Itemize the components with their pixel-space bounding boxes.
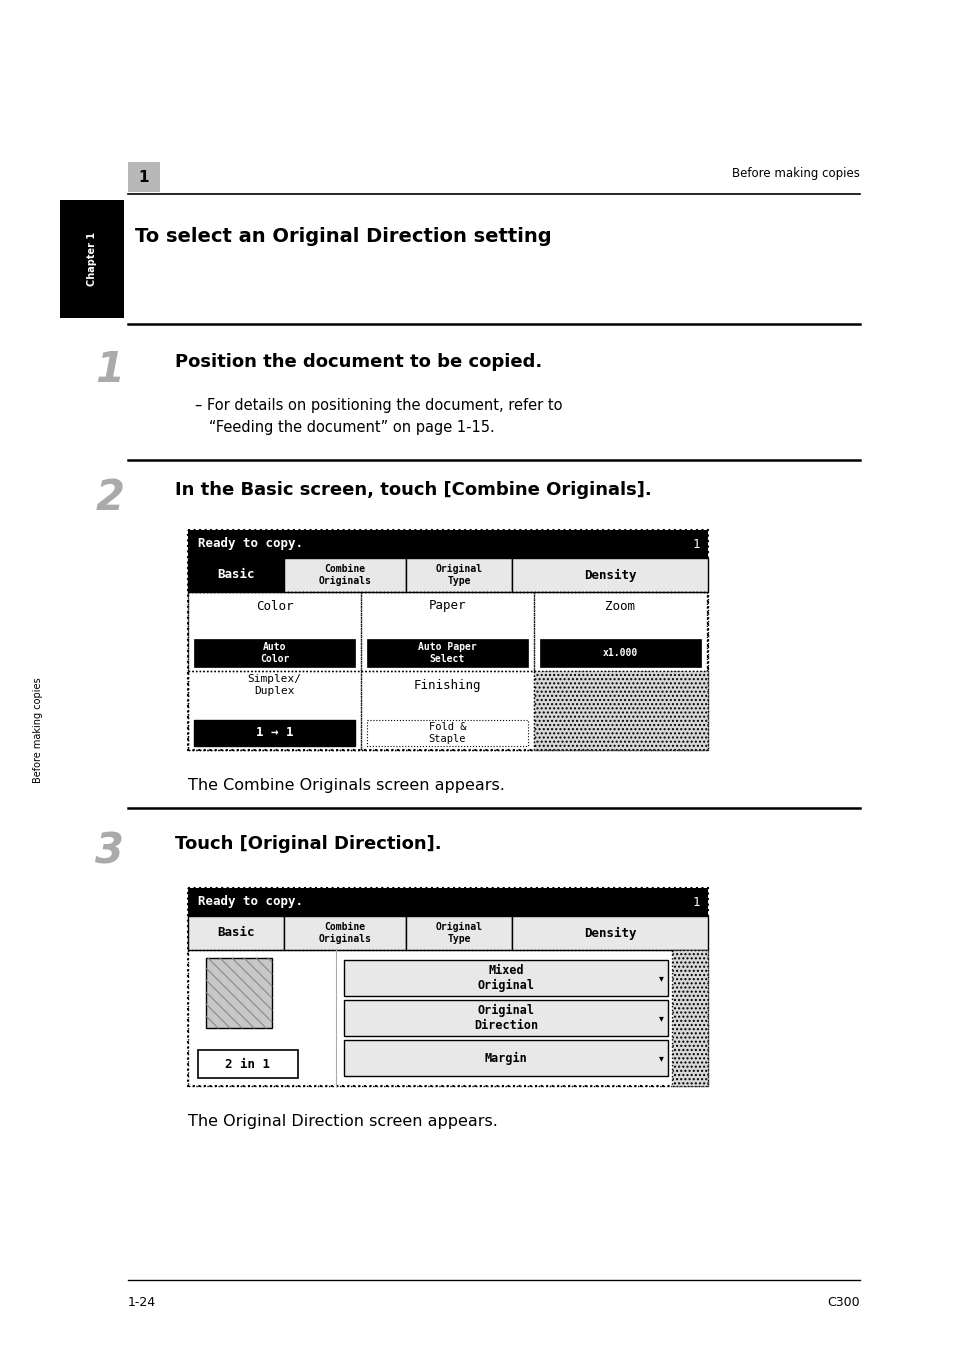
Text: The Combine Originals screen appears.: The Combine Originals screen appears. bbox=[188, 778, 504, 792]
Text: Color: Color bbox=[255, 599, 293, 613]
Text: Paper: Paper bbox=[428, 599, 466, 613]
Text: Original
Type: Original Type bbox=[435, 922, 482, 944]
Text: Auto
Color: Auto Color bbox=[259, 643, 289, 664]
Bar bbox=[198, 1050, 297, 1079]
Bar bbox=[188, 917, 284, 950]
Text: 1: 1 bbox=[692, 895, 700, 909]
Bar bbox=[206, 958, 272, 1027]
Text: Original
Type: Original Type bbox=[435, 564, 482, 586]
Text: Simplex/
Duplex: Simplex/ Duplex bbox=[247, 674, 301, 695]
Text: Position the document to be copied.: Position the document to be copied. bbox=[174, 352, 541, 371]
Text: Basic: Basic bbox=[217, 568, 254, 582]
Bar bbox=[284, 558, 406, 593]
Bar bbox=[128, 162, 160, 192]
Bar bbox=[539, 639, 700, 667]
Bar bbox=[188, 950, 707, 1085]
Text: Combine
Originals: Combine Originals bbox=[318, 564, 371, 586]
Text: ▾: ▾ bbox=[659, 1053, 663, 1062]
Text: Original
Direction: Original Direction bbox=[474, 1004, 537, 1031]
Text: Auto Paper
Select: Auto Paper Select bbox=[417, 643, 476, 664]
Bar bbox=[512, 558, 707, 593]
Text: 1 → 1: 1 → 1 bbox=[255, 726, 293, 740]
Bar bbox=[360, 593, 534, 671]
Bar bbox=[188, 558, 284, 593]
Bar bbox=[512, 917, 707, 950]
Text: “Feeding the document” on page 1-15.: “Feeding the document” on page 1-15. bbox=[194, 420, 495, 435]
Text: Density: Density bbox=[583, 568, 636, 582]
Bar bbox=[367, 639, 527, 667]
Text: 2 in 1: 2 in 1 bbox=[225, 1057, 271, 1071]
Text: Before making copies: Before making copies bbox=[33, 678, 43, 783]
Bar bbox=[60, 200, 124, 319]
Bar bbox=[188, 671, 360, 751]
Text: Combine
Originals: Combine Originals bbox=[318, 922, 371, 944]
Text: Margin: Margin bbox=[484, 1052, 527, 1065]
Text: Finishing: Finishing bbox=[414, 679, 480, 691]
Text: To select an Original Direction setting: To select an Original Direction setting bbox=[135, 227, 551, 246]
Text: The Original Direction screen appears.: The Original Direction screen appears. bbox=[188, 1114, 497, 1129]
Text: Before making copies: Before making copies bbox=[731, 167, 859, 181]
Bar bbox=[534, 593, 706, 671]
Text: ▾: ▾ bbox=[659, 1012, 663, 1023]
Bar bbox=[406, 917, 512, 950]
Text: Density: Density bbox=[583, 926, 636, 940]
Bar bbox=[193, 720, 355, 747]
Text: 2: 2 bbox=[95, 477, 125, 518]
Text: In the Basic screen, touch [Combine Originals].: In the Basic screen, touch [Combine Orig… bbox=[174, 481, 651, 500]
Text: ▾: ▾ bbox=[659, 973, 663, 983]
Bar bbox=[367, 720, 527, 747]
Bar bbox=[406, 558, 512, 593]
Bar bbox=[193, 639, 355, 667]
Text: Basic: Basic bbox=[217, 926, 254, 940]
Bar bbox=[344, 960, 667, 996]
Text: Chapter 1: Chapter 1 bbox=[87, 232, 97, 286]
Text: 1-24: 1-24 bbox=[128, 1296, 156, 1310]
Text: Ready to copy.: Ready to copy. bbox=[198, 537, 303, 551]
Bar bbox=[188, 593, 360, 671]
Text: C300: C300 bbox=[826, 1296, 859, 1310]
Text: Mixed
Original: Mixed Original bbox=[477, 964, 534, 992]
Text: Zoom: Zoom bbox=[605, 599, 635, 613]
Bar bbox=[188, 531, 707, 558]
Text: 1: 1 bbox=[692, 537, 700, 551]
Bar bbox=[344, 1040, 667, 1076]
Bar bbox=[188, 888, 707, 1085]
Text: Ready to copy.: Ready to copy. bbox=[198, 895, 303, 909]
Text: Fold &
Staple: Fold & Staple bbox=[428, 722, 466, 744]
Bar bbox=[360, 671, 534, 751]
Text: 1: 1 bbox=[95, 350, 125, 392]
Bar bbox=[534, 671, 707, 751]
Text: x1.000: x1.000 bbox=[602, 648, 638, 657]
Text: Touch [Original Direction].: Touch [Original Direction]. bbox=[174, 836, 441, 853]
Text: – For details on positioning the document, refer to: – For details on positioning the documen… bbox=[194, 398, 562, 413]
Bar bbox=[284, 917, 406, 950]
Bar bbox=[188, 888, 707, 917]
Bar bbox=[188, 531, 707, 751]
Text: 1: 1 bbox=[138, 170, 149, 185]
Text: 3: 3 bbox=[95, 832, 125, 873]
Bar bbox=[188, 593, 707, 751]
Bar bbox=[671, 950, 707, 1085]
Bar bbox=[344, 1000, 667, 1035]
